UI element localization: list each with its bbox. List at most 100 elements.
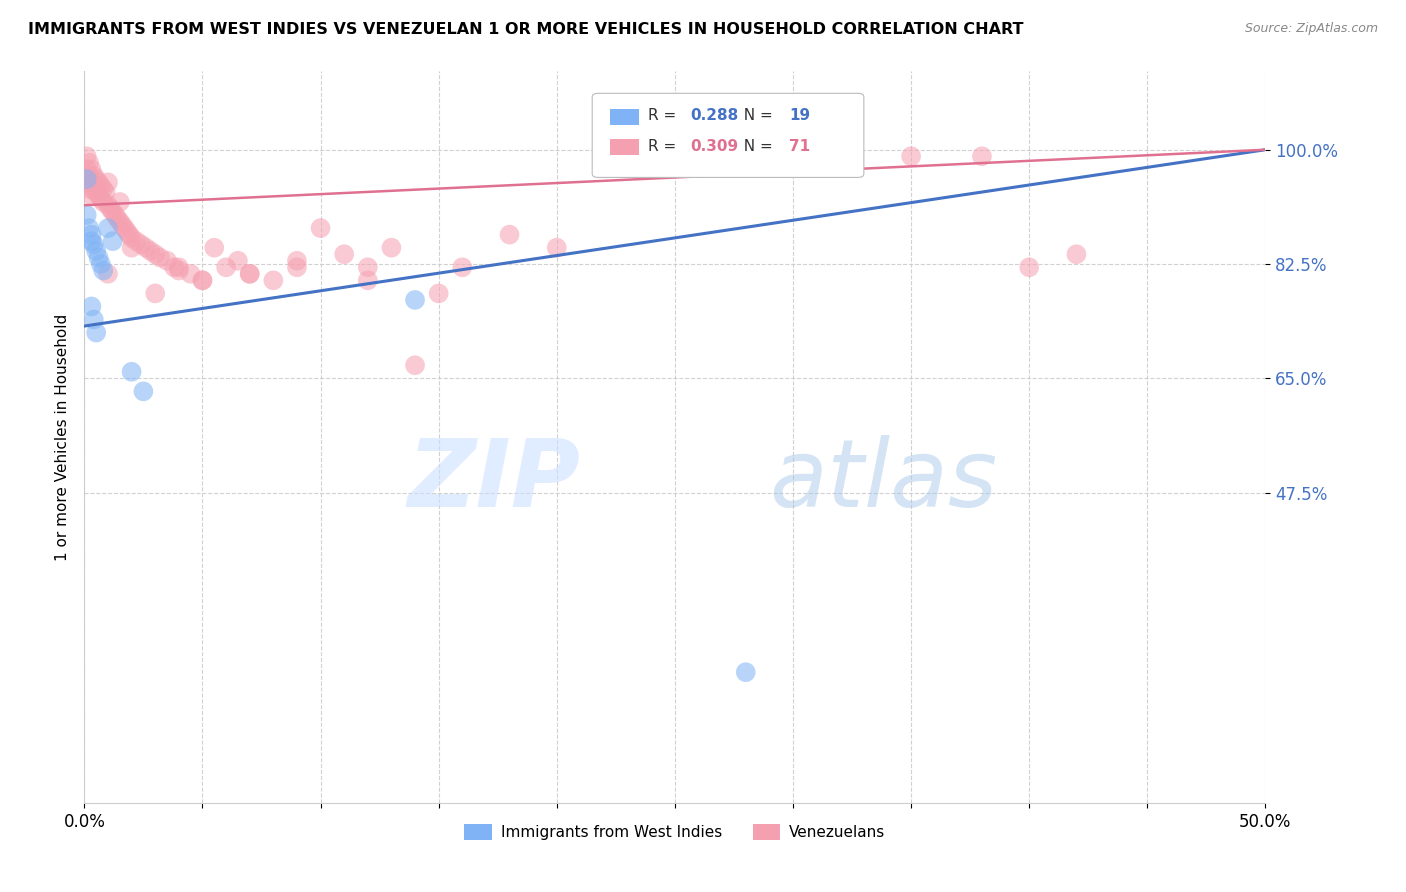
Point bbox=[80, 227, 103, 242]
Point bbox=[129, 237, 152, 252]
Text: R =: R = bbox=[648, 139, 681, 154]
Point bbox=[94, 185, 117, 199]
Point bbox=[215, 260, 238, 275]
Point bbox=[451, 260, 474, 275]
Point bbox=[135, 241, 157, 255]
Text: N =: N = bbox=[734, 139, 778, 154]
Text: R =: R = bbox=[648, 109, 681, 123]
Point bbox=[1018, 260, 1040, 275]
Point bbox=[84, 326, 107, 340]
Point bbox=[80, 234, 103, 248]
Point bbox=[115, 224, 138, 238]
Point bbox=[357, 273, 380, 287]
Point bbox=[97, 175, 120, 189]
Legend: Immigrants from West Indies, Venezuelans: Immigrants from West Indies, Venezuelans bbox=[458, 817, 891, 847]
Point bbox=[427, 286, 450, 301]
Point bbox=[498, 227, 520, 242]
Point bbox=[87, 175, 110, 189]
Text: 19: 19 bbox=[789, 109, 811, 123]
Point bbox=[900, 149, 922, 163]
Point bbox=[101, 204, 124, 219]
Point bbox=[90, 192, 112, 206]
Text: IMMIGRANTS FROM WEST INDIES VS VENEZUELAN 1 OR MORE VEHICLES IN HOUSEHOLD CORREL: IMMIGRANTS FROM WEST INDIES VS VENEZUELA… bbox=[28, 22, 1024, 37]
Point bbox=[139, 244, 162, 258]
Point bbox=[149, 251, 172, 265]
Point bbox=[125, 234, 148, 248]
Point bbox=[121, 365, 143, 379]
Point bbox=[357, 260, 380, 275]
Point bbox=[77, 156, 100, 170]
Point bbox=[163, 260, 186, 275]
Point bbox=[114, 221, 136, 235]
Bar bbox=[610, 139, 640, 155]
Text: ZIP: ZIP bbox=[408, 435, 581, 527]
Point bbox=[87, 188, 110, 202]
Point bbox=[285, 253, 308, 268]
Point bbox=[97, 221, 120, 235]
Point bbox=[546, 241, 568, 255]
Point bbox=[121, 241, 143, 255]
Point bbox=[87, 251, 110, 265]
Point bbox=[191, 273, 214, 287]
Point bbox=[970, 149, 993, 163]
Point bbox=[143, 247, 166, 261]
Point bbox=[83, 169, 105, 183]
Point bbox=[76, 175, 98, 189]
Text: 0.288: 0.288 bbox=[690, 109, 738, 123]
Point bbox=[77, 221, 100, 235]
Point bbox=[118, 227, 141, 242]
Point bbox=[111, 218, 134, 232]
Text: Source: ZipAtlas.com: Source: ZipAtlas.com bbox=[1244, 22, 1378, 36]
Point bbox=[108, 194, 131, 209]
Point bbox=[226, 253, 249, 268]
Point bbox=[107, 211, 129, 226]
Point bbox=[97, 267, 120, 281]
Point bbox=[97, 198, 120, 212]
Point bbox=[167, 263, 190, 277]
Point bbox=[101, 234, 124, 248]
Point bbox=[132, 384, 155, 399]
FancyBboxPatch shape bbox=[592, 94, 863, 178]
Point bbox=[77, 182, 100, 196]
Point bbox=[91, 263, 114, 277]
Point bbox=[180, 267, 202, 281]
Point bbox=[80, 300, 103, 314]
Point bbox=[76, 208, 98, 222]
Point bbox=[91, 182, 114, 196]
Point bbox=[76, 149, 98, 163]
Point bbox=[80, 162, 103, 177]
Point bbox=[84, 244, 107, 258]
Point bbox=[90, 257, 112, 271]
Point bbox=[76, 162, 98, 177]
Point bbox=[285, 260, 308, 275]
Point bbox=[76, 172, 98, 186]
Point bbox=[191, 273, 214, 287]
Point bbox=[143, 286, 166, 301]
Text: N =: N = bbox=[734, 109, 778, 123]
Point bbox=[80, 188, 103, 202]
Point bbox=[404, 293, 426, 307]
Point bbox=[104, 208, 127, 222]
Y-axis label: 1 or more Vehicles in Household: 1 or more Vehicles in Household bbox=[55, 313, 70, 561]
Point bbox=[98, 202, 121, 216]
Point bbox=[80, 175, 103, 189]
Point bbox=[333, 247, 356, 261]
Point bbox=[84, 185, 107, 199]
Point bbox=[121, 231, 143, 245]
Point bbox=[108, 214, 131, 228]
Text: atlas: atlas bbox=[769, 435, 998, 526]
Point bbox=[84, 172, 107, 186]
Point bbox=[239, 267, 262, 281]
Point bbox=[239, 267, 262, 281]
Point bbox=[83, 182, 105, 196]
Point bbox=[202, 241, 225, 255]
Point bbox=[262, 273, 284, 287]
Text: 71: 71 bbox=[789, 139, 811, 154]
Point bbox=[1066, 247, 1088, 261]
Point bbox=[83, 312, 105, 326]
Point bbox=[167, 260, 190, 275]
Point bbox=[83, 237, 105, 252]
Point bbox=[156, 253, 179, 268]
Point bbox=[77, 169, 100, 183]
Point bbox=[380, 241, 402, 255]
